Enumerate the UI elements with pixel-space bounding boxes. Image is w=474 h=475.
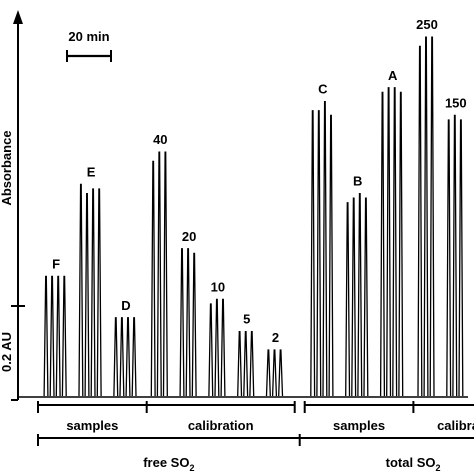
peak-freeso-5-3 [249, 330, 255, 397]
peak-freeso-D-3 [125, 317, 131, 397]
peak-label-5: 5 [243, 312, 250, 327]
peak-label-20: 20 [182, 229, 196, 244]
peak-label-150: 150 [445, 95, 467, 110]
peak-freeso-20-1 [179, 248, 185, 397]
peak-freeso-5-2 [243, 330, 249, 397]
peak-totalso-A-3 [392, 87, 398, 397]
peak-totalso-150-3 [458, 119, 464, 397]
peak-label-C: C [318, 82, 328, 97]
group-label-0: free SO2 [143, 455, 194, 473]
peak-totalso-250-1 [417, 45, 423, 397]
peak-freeso-40-2 [156, 151, 162, 397]
peak-freeso-D-2 [119, 317, 125, 397]
peak-totalso-250-2 [423, 36, 429, 397]
y-axis-label: Absorbance [0, 130, 14, 205]
y-axis-arrow [13, 10, 23, 24]
group-label-subscript-0: 2 [189, 463, 194, 473]
peak-totalso-A-1 [379, 91, 386, 397]
peak-freeso-10-2 [214, 298, 220, 397]
peak-label-F: F [52, 256, 60, 271]
peak-freeso-F-4 [61, 275, 67, 397]
peak-totalso-A-2 [386, 87, 392, 397]
time-scale-label: 20 min [68, 29, 109, 44]
peak-label-A: A [388, 68, 398, 83]
peak-freeso-E-3 [90, 188, 96, 397]
peak-label-D: D [121, 298, 130, 313]
y-scale-label: 0.2 AU [0, 332, 14, 372]
peak-label-250: 250 [416, 17, 438, 32]
subgroup-label-samples-0: samples [66, 418, 118, 433]
peak-totalso-250-3 [429, 36, 435, 397]
peak-freeso-40-1 [150, 160, 156, 397]
peak-freeso-40-3 [162, 151, 168, 397]
peak-freeso-D-1 [113, 317, 119, 397]
peak-totalso-C-3 [322, 100, 328, 397]
peak-freeso-10-3 [220, 298, 226, 397]
group-label-subscript-1: 2 [436, 463, 441, 473]
peak-totalso-C-2 [316, 110, 322, 397]
peak-totalso-B-1 [345, 202, 351, 397]
peak-label-E: E [87, 164, 96, 179]
peak-label-10: 10 [211, 279, 225, 294]
peak-label-2: 2 [272, 330, 279, 345]
peak-totalso-B-4 [363, 197, 369, 397]
subgroup-label-calibration-1: calibration [437, 418, 474, 433]
peak-label-40: 40 [153, 132, 167, 147]
group-label-1: total SO2 [386, 455, 441, 473]
peak-totalso-B-3 [357, 192, 363, 397]
peak-freeso-10-1 [208, 303, 214, 397]
peak-freeso-20-2 [185, 248, 191, 397]
peak-freeso-F-2 [49, 275, 55, 397]
peak-totalso-150-1 [446, 119, 452, 397]
peak-freeso-5-1 [237, 330, 243, 397]
peak-freeso-E-4 [96, 188, 102, 397]
group-label-text-1: total SO [386, 455, 436, 470]
peak-totalso-150-2 [452, 114, 458, 397]
peak-freeso-E-2 [84, 192, 90, 397]
peak-freeso-2-2 [271, 349, 278, 397]
peak-label-B: B [353, 174, 362, 189]
peak-totalso-C-1 [310, 110, 316, 397]
peak-totalso-A-4 [398, 91, 404, 397]
peak-freeso-2-1 [265, 349, 271, 397]
peak-freeso-E-1 [78, 183, 84, 397]
peak-totalso-C-4 [328, 114, 334, 397]
peak-totalso-B-2 [351, 197, 357, 397]
peak-freeso-2-3 [278, 349, 284, 397]
subgroup-label-calibration-0: calibration [188, 418, 254, 433]
group-label-text-0: free SO [143, 455, 189, 470]
subgroup-label-samples-1: samples [333, 418, 385, 433]
peak-freeso-F-3 [55, 275, 61, 397]
peak-freeso-D-4 [131, 317, 137, 397]
peak-freeso-20-3 [191, 252, 197, 397]
peak-freeso-F-1 [43, 275, 49, 397]
